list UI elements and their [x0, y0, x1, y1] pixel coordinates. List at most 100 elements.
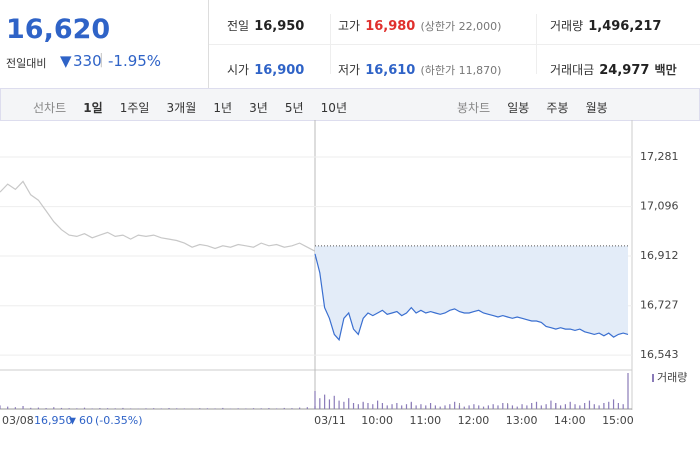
label: 전일 [227, 19, 250, 33]
volume-bar [444, 405, 446, 409]
tab[interactable]: 월봉 [585, 101, 608, 115]
volume-bar [516, 406, 518, 409]
volume-bar [439, 406, 441, 409]
volume-bar [608, 401, 610, 409]
volume-bar [598, 405, 600, 409]
note: (하한가 11,870) [420, 64, 502, 77]
volume-bar [584, 403, 586, 409]
volume-bar [299, 407, 301, 409]
tab[interactable]: 5년 [284, 101, 304, 115]
volume-bar [555, 403, 557, 409]
volume-bar [319, 398, 321, 409]
volume-legend: 거래량 [657, 371, 687, 384]
tab[interactable]: 1년 [213, 101, 233, 115]
volume-bar [122, 407, 124, 409]
value: 16,980 [365, 19, 416, 34]
volume-bar [463, 406, 465, 409]
label: 시가 [227, 63, 250, 77]
volume-bar [183, 408, 185, 409]
tab-group-label: 선차트 [33, 101, 67, 115]
volume-bar [429, 403, 432, 409]
volume-bar [357, 404, 359, 409]
tab[interactable]: 주봉 [546, 101, 569, 115]
price: 16,620 [6, 14, 111, 45]
volume-bar [588, 400, 591, 409]
volume-bar [507, 404, 509, 409]
volume-bar [130, 408, 132, 409]
price-line [314, 253, 629, 342]
volume-bar [401, 405, 403, 409]
change-rate: -1.95% [108, 52, 162, 70]
volume-bar [37, 407, 40, 409]
footer-arrow: ▼ [69, 417, 76, 427]
volume-bar [569, 401, 571, 409]
volume-bar [458, 405, 461, 409]
tab-group-label: 봉차트 [457, 101, 491, 115]
summary-item: 시가 16,900 [227, 59, 304, 78]
volume-bar [482, 406, 485, 409]
value: 16,900 [254, 63, 305, 78]
volume-bar [415, 405, 417, 409]
day-label: 03/11 [314, 414, 346, 427]
label: 거래량 [550, 19, 584, 33]
volume-bar [237, 408, 239, 409]
volume-bar [521, 404, 523, 409]
volume-bar [434, 405, 436, 409]
volume-bar [91, 408, 93, 409]
volume-bar [245, 408, 247, 409]
tab[interactable]: 3개월 [166, 101, 197, 115]
tab[interactable]: 10년 [320, 101, 347, 115]
tab[interactable]: 1일 [83, 101, 103, 115]
volume-bar [511, 405, 514, 409]
volume-bar [306, 407, 308, 409]
y-tick-label: 16,912 [640, 249, 679, 262]
volume-bar [206, 408, 209, 409]
value: 16,950 [254, 19, 305, 34]
volume-bar [487, 405, 489, 409]
x-tick-label: 11:00 [409, 414, 441, 427]
tab[interactable]: 일봉 [507, 101, 530, 115]
volume-bar [252, 408, 255, 409]
volume-bar [348, 398, 350, 409]
volume-bar [260, 408, 262, 409]
volume-bar [222, 407, 224, 409]
volume-bar [99, 408, 101, 409]
volume-bar [478, 405, 480, 409]
volume-bar [593, 404, 595, 409]
tab[interactable]: 3년 [249, 101, 268, 115]
volume-bar [622, 404, 624, 409]
volume-bar [0, 405, 1, 409]
volume-bar [343, 401, 345, 409]
volume-bar [391, 404, 393, 409]
volume-bar [386, 405, 388, 409]
volume-bar [550, 400, 552, 409]
divider [536, 14, 537, 74]
separator: | [99, 52, 104, 68]
volume-bar [291, 408, 293, 409]
candle-tabs: 봉차트 일봉 주봉 월봉 [457, 97, 620, 116]
summary-item: 거래대금 24,977 백만 [550, 59, 677, 78]
volume-bar [545, 404, 547, 409]
volume-bar [372, 404, 374, 409]
volume-bar [425, 405, 427, 409]
y-tick-label: 16,543 [640, 348, 679, 361]
line-tabs: 선차트 1일 1주일 3개월 1년 3년 5년 10년 [33, 97, 359, 116]
summary-item: 거래량 1,496,217 [550, 15, 661, 34]
volume-bar [559, 405, 562, 409]
volume-bar [106, 408, 109, 409]
x-tick-label: 13:00 [506, 414, 538, 427]
volume-bar [468, 405, 470, 409]
volume-bar [338, 400, 340, 409]
volume-bar [214, 408, 216, 409]
label: 고가 [338, 19, 361, 33]
tab[interactable]: 1주일 [119, 101, 150, 115]
summary-item: 고가 16,980 (상한가 22,000) [338, 15, 501, 34]
volume-bar [396, 403, 398, 409]
volume-bar [60, 407, 63, 409]
volume-bar [574, 404, 576, 409]
tab-bar: 선차트 1일 1주일 3개월 1년 3년 5년 10년 봉차트 일봉 주봉 월봉 [0, 88, 700, 121]
legend-swatch [652, 374, 654, 382]
y-tick-label: 17,281 [640, 150, 679, 163]
volume-bar [377, 400, 379, 409]
label: 거래대금 [550, 63, 595, 77]
